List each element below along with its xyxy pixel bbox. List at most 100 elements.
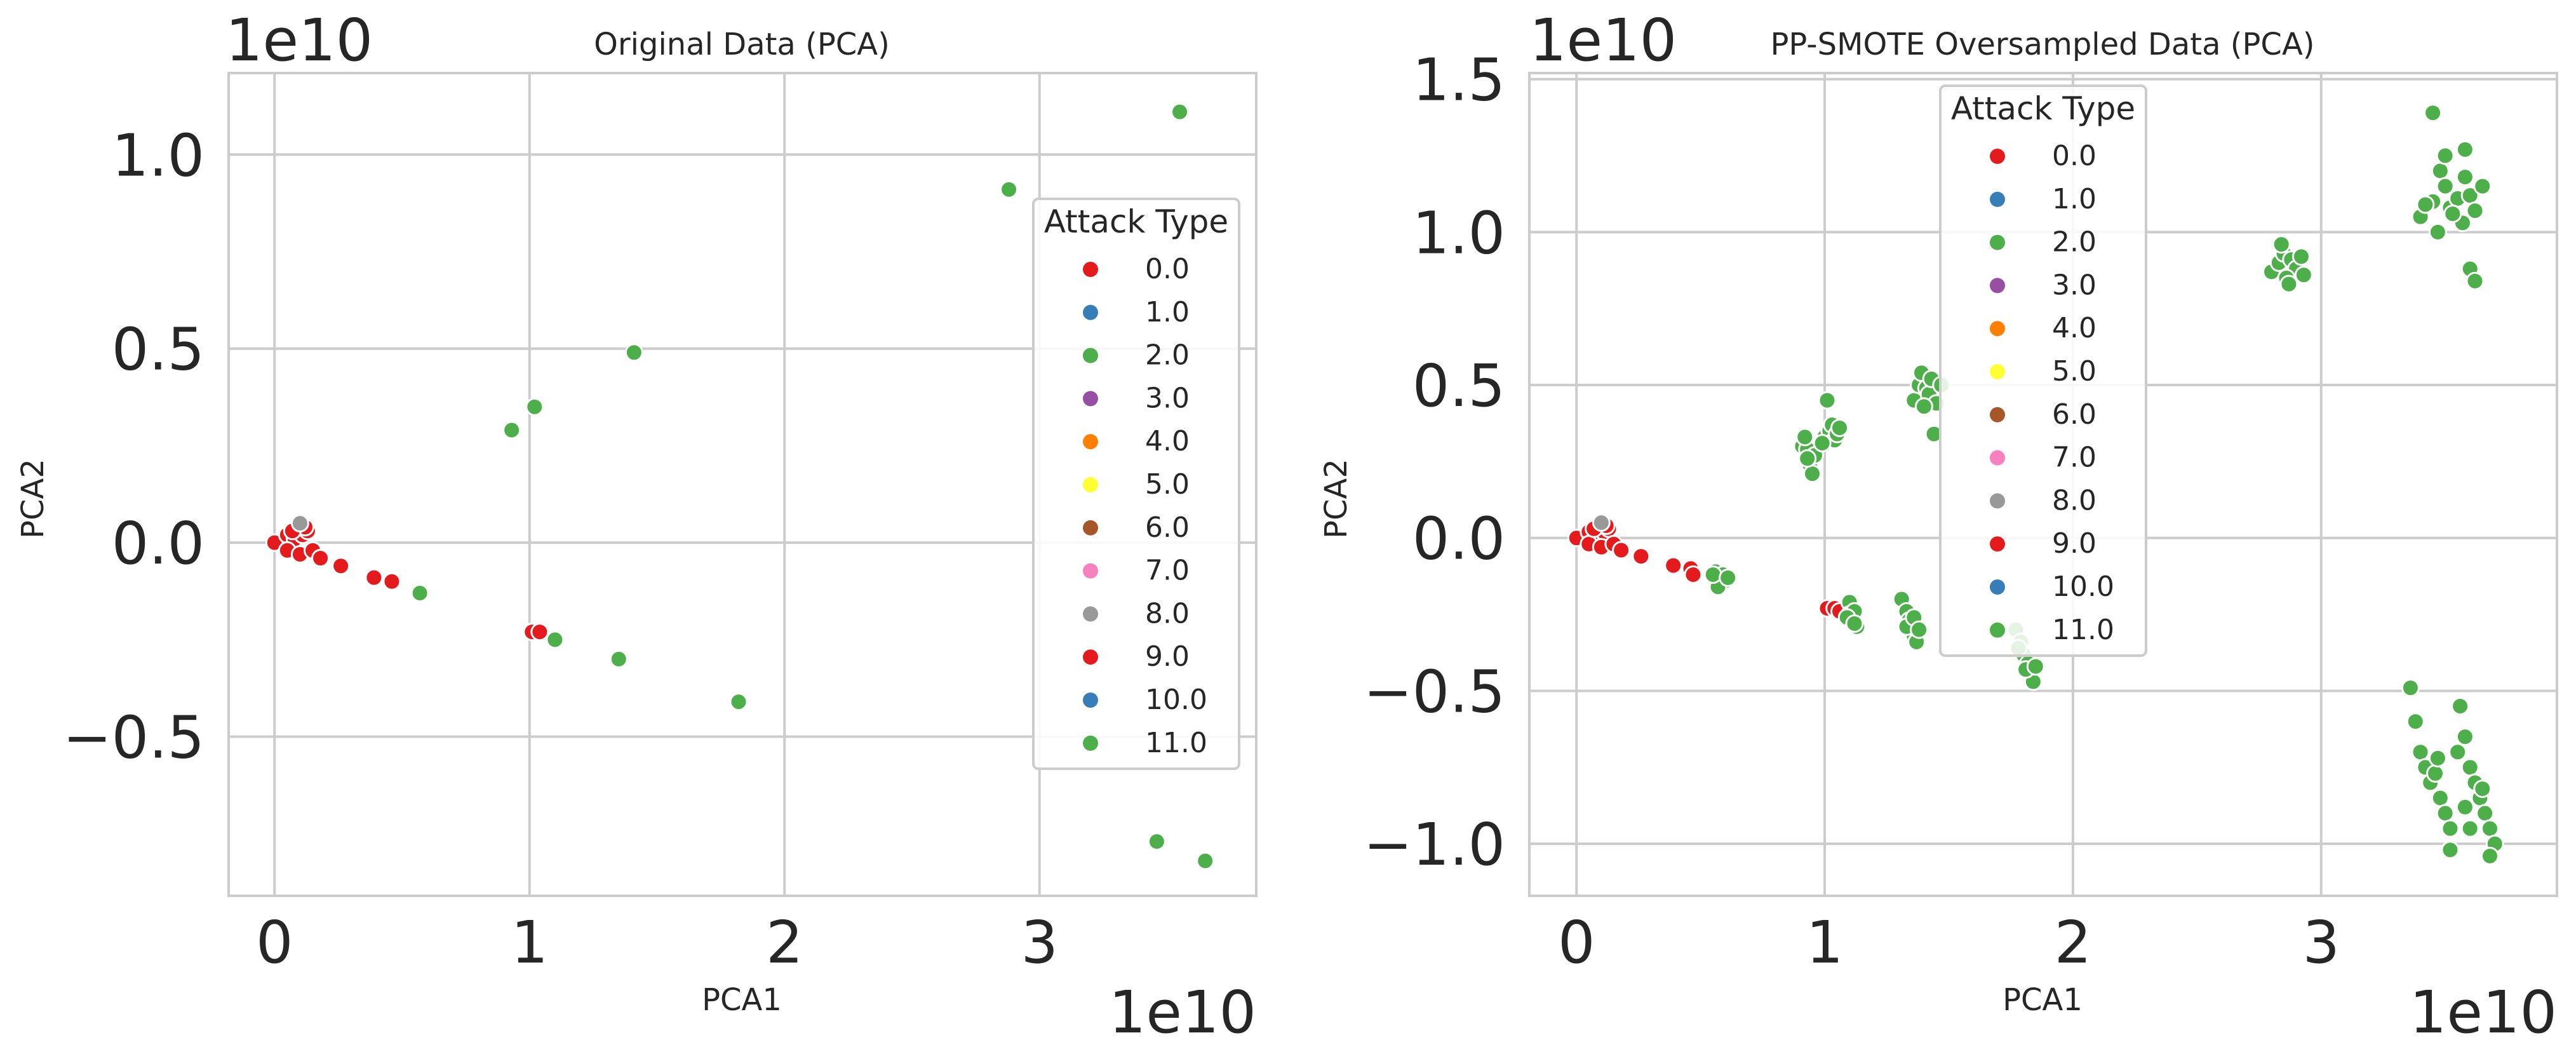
grid-lines <box>1529 73 2557 896</box>
y-tick-label: 1.0 <box>1412 199 1505 267</box>
y-tick-label: 1.0 <box>112 121 205 189</box>
legend-marker <box>1990 407 2005 422</box>
legend-marker <box>1990 278 2005 294</box>
data-point-11-0 <box>2480 846 2499 865</box>
data-point-11-0 <box>2441 841 2460 860</box>
legend-label: 7.0 <box>2052 442 2096 474</box>
data-point-11-0 <box>2272 235 2291 254</box>
data-point-11-0 <box>1813 434 1832 453</box>
legend-label: 2.0 <box>1145 339 1190 372</box>
data-point-11-0 <box>1719 568 1738 587</box>
legend-marker <box>1083 391 1098 407</box>
data-point-9-0 <box>365 568 384 587</box>
legend-marker <box>1990 536 2005 552</box>
data-point-9-0 <box>332 557 351 576</box>
data-point-11-0 <box>2460 819 2479 838</box>
legend-label: 11.0 <box>2052 614 2114 646</box>
y-axis-label: PCA2 <box>1318 459 1354 539</box>
x-axis-label: PCA1 <box>2002 982 2083 1018</box>
legend-marker <box>1083 434 1098 450</box>
data-point-11-0 <box>2441 819 2460 838</box>
data-point-11-0 <box>2480 819 2499 838</box>
data-point-11-0 <box>2428 222 2447 241</box>
chart-title: Original Data (PCA) <box>594 27 890 62</box>
legend-marker <box>1990 450 2005 466</box>
data-point-11-0 <box>2416 195 2435 214</box>
data-point-11-0 <box>2460 758 2479 777</box>
legend: Attack Type 0.0 1.0 2.0 3.0 4.0 5.0 6.0 7.0 8.0 9… <box>1032 198 1240 770</box>
data-point-11-0 <box>2443 204 2462 223</box>
x-tick-label: 1 <box>511 909 548 977</box>
x-tick-label: 0 <box>256 909 293 977</box>
data-point-9-0 <box>1632 547 1651 566</box>
data-point-0-0 <box>311 549 330 568</box>
x-offset-text: 1e10 <box>1109 978 1256 1046</box>
x-tick-label: 2 <box>766 909 803 977</box>
data-point-11-0 <box>2425 764 2445 783</box>
data-point-11-0 <box>2451 697 2470 716</box>
data-point-11-0 <box>1798 449 1817 468</box>
data-point-11-0 <box>1910 620 1929 639</box>
y-tick-label: 0.5 <box>1412 352 1505 420</box>
x-offset-text: 1e10 <box>2410 978 2557 1046</box>
legend-label: 3.0 <box>2052 269 2096 301</box>
legend-label: 3.0 <box>1145 382 1190 414</box>
y-tick-label: −1.0 <box>1364 811 1505 879</box>
x-tick-label: 0 <box>1558 909 1595 977</box>
data-point-11-0 <box>2026 657 2045 676</box>
legend-label: 9.0 <box>2052 527 2096 560</box>
y-axis-label: PCA2 <box>15 459 51 539</box>
data-point-9-0 <box>382 572 401 591</box>
x-tick-label: 1 <box>1806 909 1844 977</box>
data-point-9-0 <box>1684 565 1703 585</box>
data-points <box>1567 104 2504 865</box>
legend-entries: 0.0 1.0 2.0 3.0 4.0 5.0 6.0 7.0 8.0 9.0 10.0 11.0 <box>1083 253 1207 759</box>
data-point-11-0 <box>1803 464 1822 483</box>
legend-marker <box>1990 622 2005 638</box>
y-tick-label: 0.0 <box>1412 505 1505 573</box>
data-point-9-0 <box>530 623 549 642</box>
tick-labels: 0 1 2 3 −1.0 −0.5 0.0 0.5 1.0 1.5 <box>1364 46 2340 977</box>
data-point-2-0 <box>729 693 748 712</box>
data-point-11-0 <box>2465 201 2485 220</box>
data-point-11-0 <box>2476 804 2495 823</box>
legend-label: 8.0 <box>1145 597 1190 630</box>
legend-label: 1.0 <box>1145 296 1190 328</box>
legend-marker <box>1083 348 1098 363</box>
data-point-2-0 <box>546 630 565 649</box>
x-tick-label: 3 <box>1021 909 1058 977</box>
data-point-11-0 <box>2455 168 2474 187</box>
legend-label: 5.0 <box>1145 468 1190 501</box>
legend-marker <box>1083 304 1098 320</box>
data-point-11-0 <box>2465 271 2485 290</box>
data-point-11-0 <box>1795 428 1815 447</box>
legend-label: 4.0 <box>2052 312 2096 344</box>
legend-label: 1.0 <box>2052 183 2096 215</box>
data-point-11-0 <box>2294 266 2313 285</box>
legend-marker <box>1083 563 1098 579</box>
data-point-2-0 <box>1171 102 1190 121</box>
data-point-11-0 <box>2473 780 2492 799</box>
legend-marker <box>1083 606 1098 622</box>
legend-marker <box>1990 579 2005 595</box>
data-point-8-0 <box>1592 513 1611 532</box>
data-point-11-0 <box>2436 146 2455 165</box>
data-point-2-0 <box>609 649 628 668</box>
data-point-11-0 <box>1818 391 1837 410</box>
data-point-11-0 <box>2455 727 2474 747</box>
data-point-11-0 <box>2448 743 2467 762</box>
chart-oversampled-data: 0 1 2 3 −1.0 −0.5 0.0 0.5 1.0 1.5 PP-SMOTE Oversa… <box>1318 6 2558 1046</box>
legend-label: 7.0 <box>1145 555 1190 587</box>
legend-label: 2.0 <box>2052 226 2096 259</box>
data-point-11-0 <box>1845 614 1864 633</box>
data-point-11-0 <box>2473 177 2492 196</box>
data-point-11-0 <box>2436 804 2455 823</box>
legend-frame <box>1032 198 1240 770</box>
legend-marker <box>1990 321 2005 337</box>
data-point-11-0 <box>1914 397 1933 416</box>
data-point-11-0 <box>1703 565 1722 585</box>
data-point-8-0 <box>290 514 309 533</box>
x-axis-label: PCA1 <box>702 982 782 1018</box>
legend-title: Attack Type <box>1951 90 2135 127</box>
